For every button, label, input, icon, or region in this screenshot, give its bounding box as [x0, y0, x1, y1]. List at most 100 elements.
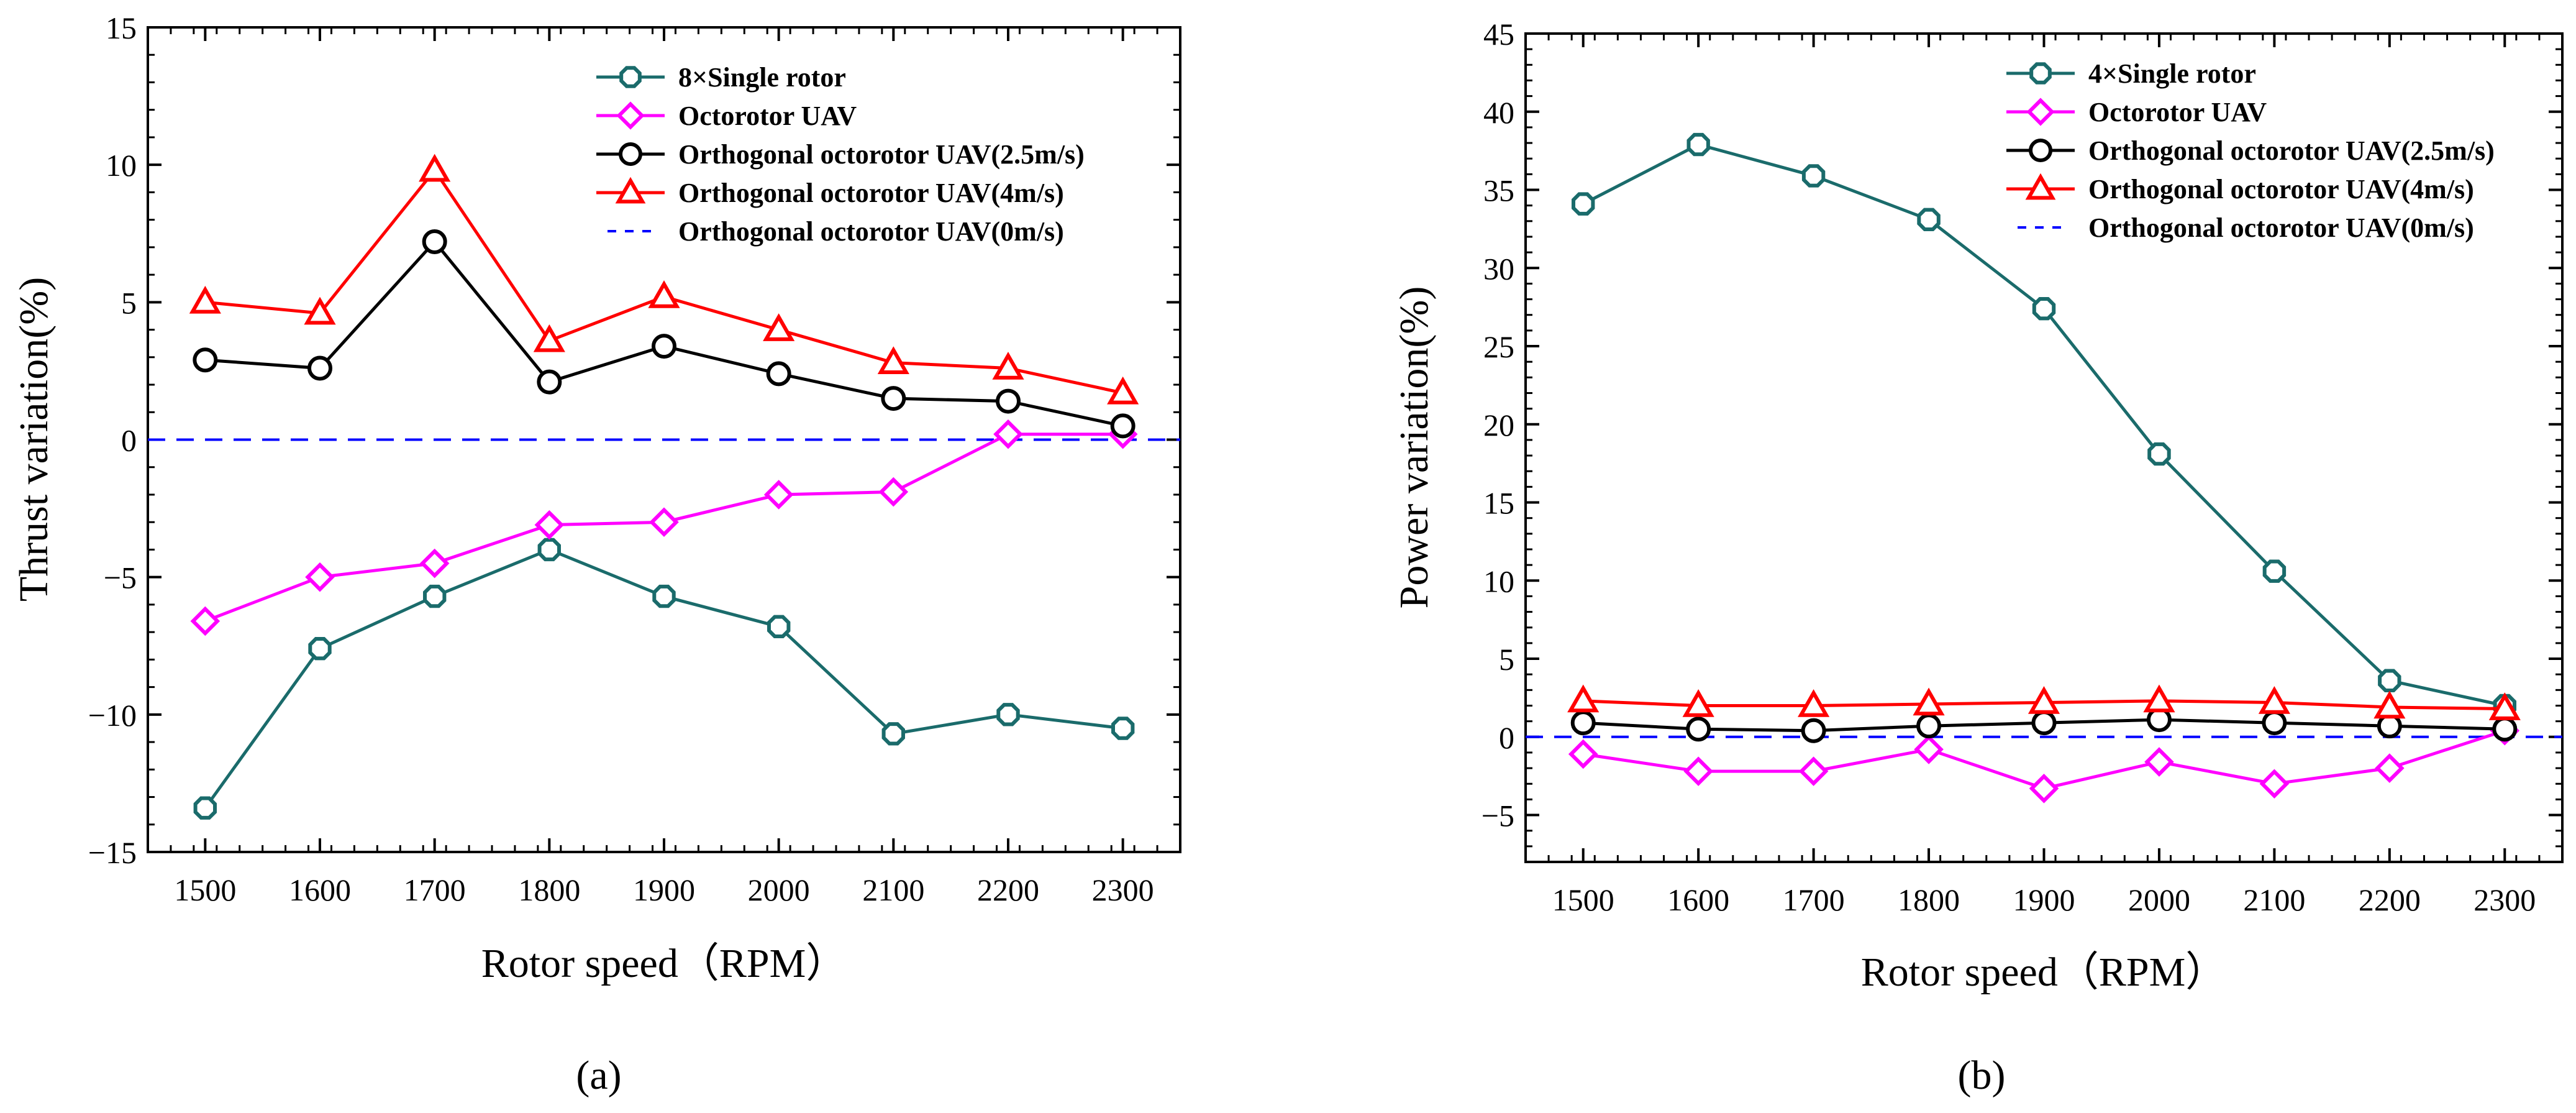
legend-label-3: Orthogonal octorotor UAV(4m/s)	[2088, 174, 2474, 204]
legend-marker-2	[619, 142, 642, 166]
x-tick-label: 1600	[289, 873, 351, 907]
series-1-point	[763, 480, 794, 510]
series-1-point	[2144, 747, 2174, 777]
y-tick-label: 15	[1483, 486, 1514, 521]
legend-label-2: Orthogonal octorotor UAV(2.5m/s)	[2088, 135, 2495, 166]
x-tick-label: 2300	[1092, 873, 1154, 907]
series-3-point	[1913, 687, 1945, 716]
series-3-point	[304, 296, 336, 325]
legend-label-0: 4×Single rotor	[2088, 58, 2256, 89]
series-2-point	[1801, 718, 1826, 743]
series-3-point	[992, 352, 1024, 380]
series-0-point	[423, 584, 447, 608]
series-2-point	[652, 334, 676, 359]
x-tick-label: 1700	[1783, 882, 1845, 917]
series-0-point	[1686, 132, 1710, 157]
series-2-point	[881, 386, 906, 411]
series-1-point	[649, 507, 679, 537]
series-2-point	[2492, 717, 2518, 742]
y-axis-label-b: Power variation(%)	[1391, 286, 1437, 609]
series-3-point	[648, 280, 680, 308]
x-tick-label: 1600	[1667, 882, 1729, 917]
series-0-point	[1917, 208, 1941, 231]
legend-label-1: Octorotor UAV	[2088, 97, 2267, 127]
x-tick-label: 1500	[1552, 882, 1614, 917]
series-2-point	[1686, 717, 1711, 742]
x-tick-label: 1500	[174, 873, 236, 907]
series-3-point	[2258, 686, 2290, 714]
legend-label-4: Orthogonal octorotor UAV(0m/s)	[2088, 213, 2474, 243]
x-tick-label: 2200	[2359, 882, 2421, 917]
x-axis-label-b: Rotor speed（RPM）	[1861, 950, 2227, 995]
legend-marker-3	[615, 176, 646, 204]
x-tick-label: 1800	[518, 873, 580, 907]
panel-b: −5 0 5 10 15 20 25 30 35 40 45 1500 1600 1700 1800 1900…	[1391, 17, 2564, 1098]
legend-marker-1	[2026, 98, 2055, 126]
series-2-point	[766, 361, 791, 387]
series-1-point	[1683, 756, 1713, 786]
y-tick-label: 10	[106, 148, 137, 183]
series-0-point	[996, 703, 1020, 726]
x-tick-label: 2000	[2128, 882, 2190, 917]
series-3-point	[877, 346, 909, 374]
series-1-point	[190, 606, 221, 636]
x-tick-label: 2000	[748, 873, 810, 907]
series-0-point	[881, 722, 905, 746]
panel-label-a: (a)	[576, 1053, 621, 1098]
series-1-point	[419, 548, 450, 579]
y-tick-label: 15	[106, 11, 137, 45]
series-2-point	[422, 229, 447, 255]
series-1-point	[534, 510, 565, 540]
y-tick-label: 5	[121, 285, 137, 320]
series-0-point	[2262, 559, 2287, 583]
panel-a: −15 −10 −5 0 5 10 15 1500 1600 1700 1800 1900 2000 21…	[11, 11, 1181, 1098]
legend-label-0: 8×Single rotor	[678, 62, 846, 93]
series-3-point	[1682, 689, 1714, 717]
series-1-point	[2029, 773, 2059, 804]
y-tick-label: 25	[1483, 329, 1514, 364]
legend-label-1: Octorotor UAV	[678, 101, 857, 131]
series-3-point	[419, 153, 451, 182]
x-axis-label-a: Rotor speed（RPM）	[481, 941, 847, 986]
legend-marker-0	[619, 66, 642, 88]
y-tick-label: 30	[1483, 251, 1514, 286]
y-tick-label: 45	[1483, 17, 1514, 52]
series-3-point	[763, 313, 795, 341]
series-3-point	[189, 285, 221, 314]
series-2-point	[1110, 413, 1136, 439]
x-tick-label: 2100	[862, 873, 924, 907]
legend-label-4: Orthogonal octorotor UAV(0m/s)	[678, 216, 1064, 247]
series-2-point	[996, 388, 1021, 414]
series-2-point	[1570, 710, 1596, 736]
x-tick-label: 1900	[633, 873, 695, 907]
series-3-point	[2028, 686, 2060, 714]
series-2-point	[2262, 710, 2287, 736]
series-3-point	[2373, 690, 2406, 719]
series-1-point	[1914, 735, 1944, 764]
legend-label-3: Orthogonal octorotor UAV(4m/s)	[678, 178, 1064, 208]
series-3-point	[2488, 692, 2521, 720]
series-1-point	[1568, 739, 1598, 769]
series-0-point	[193, 796, 217, 820]
series-0-point	[767, 615, 791, 638]
legend-marker-2	[2029, 139, 2052, 162]
x-tick-label: 1700	[404, 873, 466, 907]
series-1-point	[878, 477, 909, 507]
y-tick-label: 35	[1483, 173, 1514, 208]
legend-label-2: Orthogonal octorotor UAV(2.5m/s)	[678, 139, 1085, 170]
series-0-point	[1801, 164, 1826, 188]
series-2-point	[1916, 713, 1942, 739]
series-0-point	[652, 584, 676, 608]
y-tick-label: −5	[1481, 799, 1514, 833]
x-tick-label: 2300	[2474, 882, 2536, 917]
y-tick-label: −5	[104, 561, 137, 595]
series-3-point	[1107, 376, 1139, 405]
series-1-point	[2375, 753, 2405, 783]
series-0-point	[537, 538, 561, 562]
y-tick-label: 10	[1483, 564, 1514, 598]
series-0-point	[2147, 442, 2171, 466]
series-3-point	[1567, 684, 1600, 713]
x-tick-label: 1900	[2013, 882, 2075, 917]
y-tick-label: 5	[1499, 642, 1514, 677]
legend-marker-1	[616, 101, 645, 130]
